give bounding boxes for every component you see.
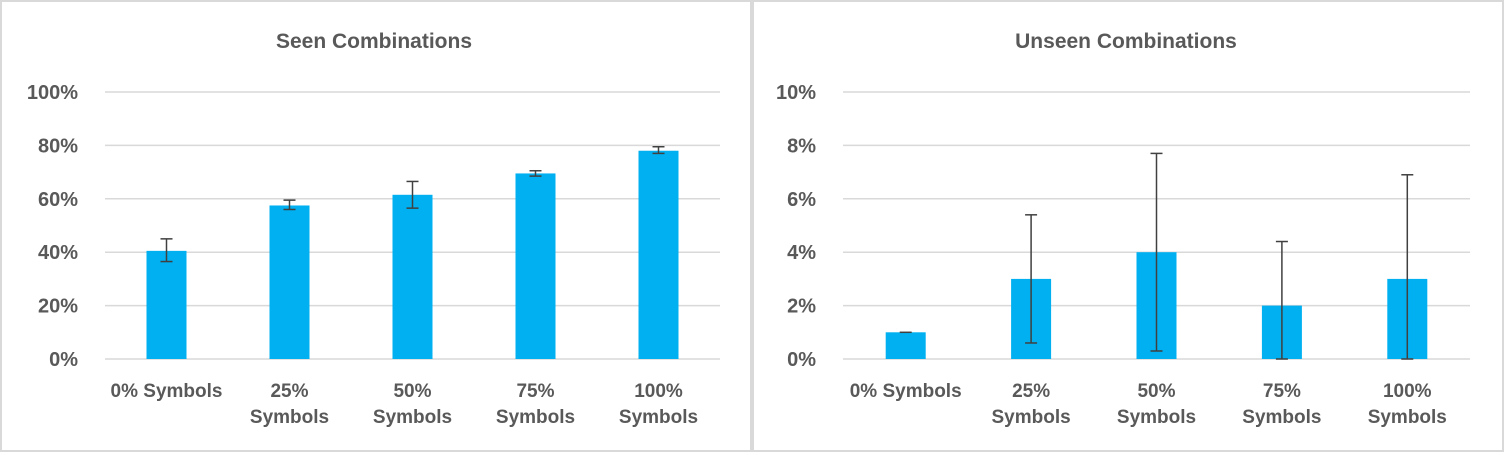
bar bbox=[885, 332, 926, 359]
seen-combinations-chart: Seen Combinations 0% 20% 40% 60% 80% 100% 0% Sy… bbox=[27, 30, 720, 428]
x-category-label: 0% Symbols bbox=[111, 381, 223, 402]
bar bbox=[515, 173, 556, 359]
x-category-label: Symbols bbox=[250, 407, 329, 428]
y-tick-label: 6% bbox=[787, 189, 816, 211]
x-category-label: 50% bbox=[1137, 381, 1175, 402]
y-tick-label: 100% bbox=[27, 82, 78, 104]
x-category-label: Symbols bbox=[373, 407, 452, 428]
chart-title: Unseen Combinations bbox=[1015, 30, 1237, 53]
bar bbox=[146, 250, 187, 359]
x-category-label: 0% Symbols bbox=[850, 381, 962, 402]
x-category-label: Symbols bbox=[619, 407, 698, 428]
x-category-label: Symbols bbox=[496, 407, 575, 428]
x-category-label: 75% bbox=[516, 381, 554, 402]
bar bbox=[392, 194, 433, 359]
y-tick-label: 4% bbox=[787, 242, 816, 264]
y-tick-label: 40% bbox=[38, 242, 78, 264]
unseen-combinations-panel: Unseen Combinations 0% 2% 4% 6% 8% 10% 0% Symbo… bbox=[752, 0, 1504, 452]
y-tick-label: 80% bbox=[38, 135, 78, 157]
bar bbox=[269, 205, 310, 359]
x-category-label: 25% bbox=[270, 381, 308, 402]
x-category-label: Symbols bbox=[1368, 407, 1447, 428]
x-category-label: 100% bbox=[634, 381, 683, 402]
y-tick-label: 0% bbox=[49, 349, 78, 371]
x-category-label: 50% bbox=[393, 381, 431, 402]
chart-title: Seen Combinations bbox=[276, 30, 472, 53]
y-tick-label: 20% bbox=[38, 296, 78, 318]
x-category-label: 75% bbox=[1263, 381, 1301, 402]
y-tick-label: 8% bbox=[787, 135, 816, 157]
unseen-combinations-chart: Unseen Combinations 0% 2% 4% 6% 8% 10% 0% Symbo… bbox=[776, 30, 1470, 428]
seen-combinations-panel: Seen Combinations 0% 20% 40% 60% 80% 100% 0% Sy… bbox=[0, 0, 752, 452]
y-tick-label: 10% bbox=[776, 82, 816, 104]
x-category-label: Symbols bbox=[991, 407, 1070, 428]
x-category-label: 25% bbox=[1012, 381, 1050, 402]
y-tick-label: 0% bbox=[787, 349, 816, 371]
x-category-label: 100% bbox=[1383, 381, 1432, 402]
x-category-label: Symbols bbox=[1242, 407, 1321, 428]
bar bbox=[638, 150, 679, 359]
y-tick-label: 60% bbox=[38, 189, 78, 211]
y-tick-label: 2% bbox=[787, 296, 816, 318]
x-category-label: Symbols bbox=[1117, 407, 1196, 428]
